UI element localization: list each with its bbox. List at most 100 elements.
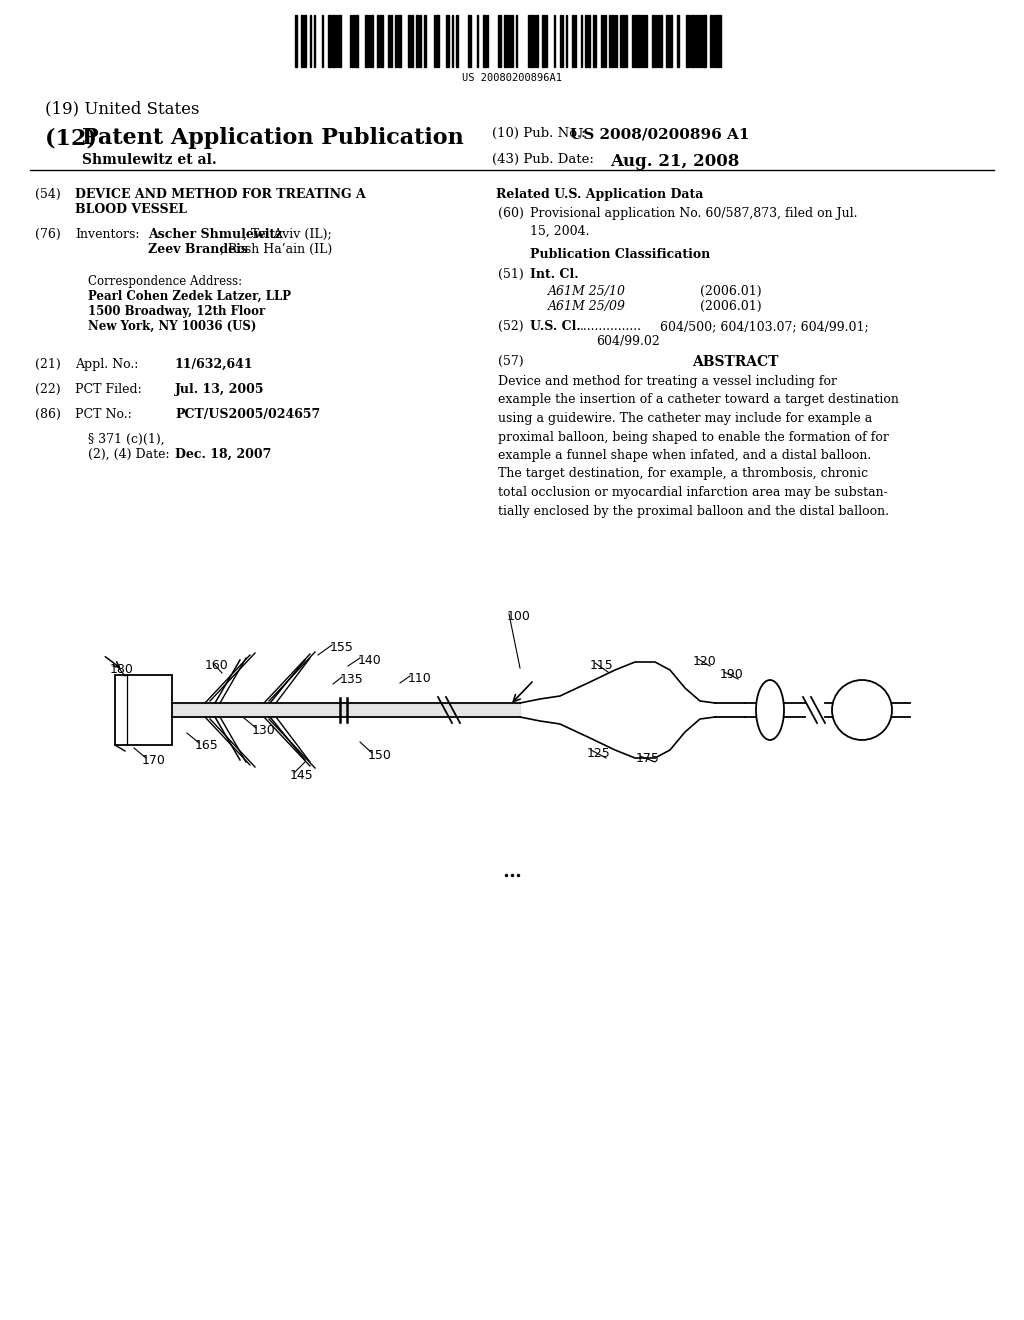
Bar [703, 15, 706, 67]
Bar [572, 15, 574, 67]
Text: 604/500; 604/103.07; 604/99.01;: 604/500; 604/103.07; 604/99.01; [660, 319, 868, 333]
Text: Pearl Cohen Zedek Latzer, LLP: Pearl Cohen Zedek Latzer, LLP [88, 290, 291, 304]
Bar [700, 15, 702, 67]
Text: (12): (12) [45, 127, 104, 149]
Bar [622, 15, 624, 67]
Text: Shmulewitz et al.: Shmulewitz et al. [82, 153, 217, 168]
Text: 604/99.02: 604/99.02 [596, 335, 660, 348]
Text: Appl. No.:: Appl. No.: [75, 358, 138, 371]
Text: Provisional application No. 60/587,873, filed on Jul.
15, 2004.: Provisional application No. 60/587,873, … [530, 207, 857, 238]
Bar [585, 15, 587, 67]
Text: 125: 125 [587, 747, 610, 760]
Bar [416, 15, 419, 67]
Text: (60): (60) [498, 207, 524, 220]
Text: 140: 140 [358, 653, 382, 667]
Text: PCT Filed:: PCT Filed: [75, 383, 141, 396]
Text: US 2008/0200896 A1: US 2008/0200896 A1 [570, 127, 750, 141]
Text: Zeev Brandeis: Zeev Brandeis [148, 243, 248, 256]
Bar [542, 15, 545, 67]
Text: (2006.01): (2006.01) [700, 285, 762, 298]
Text: (52): (52) [498, 319, 523, 333]
Text: (51): (51) [498, 268, 523, 281]
Bar [301, 15, 303, 67]
Text: 100: 100 [507, 610, 530, 623]
Bar [536, 15, 538, 67]
Bar [652, 15, 655, 67]
Text: (21): (21) [35, 358, 60, 371]
Text: US 20080200896A1: US 20080200896A1 [462, 73, 562, 83]
Bar [395, 15, 397, 67]
Text: 120: 120 [693, 655, 717, 668]
Text: 130: 130 [252, 723, 275, 737]
Bar [611, 15, 613, 67]
Bar [338, 15, 341, 67]
Text: U.S. Cl.: U.S. Cl. [530, 319, 581, 333]
Text: Aug. 21, 2008: Aug. 21, 2008 [610, 153, 739, 170]
Text: § 371 (c)(1),: § 371 (c)(1), [88, 433, 165, 446]
Bar [530, 15, 534, 67]
Text: , Rosh Ha’ain (IL): , Rosh Ha’ain (IL) [220, 243, 332, 256]
Text: 180: 180 [110, 663, 134, 676]
Bar [446, 15, 449, 67]
Text: Publication Classification: Publication Classification [529, 248, 710, 261]
Text: Correspondence Address:: Correspondence Address: [88, 275, 242, 288]
Text: PCT No.:: PCT No.: [75, 408, 132, 421]
Text: 165: 165 [195, 739, 219, 752]
Bar [398, 15, 401, 67]
Bar [436, 15, 439, 67]
Bar [588, 15, 590, 67]
Text: , Tel Aviv (IL);: , Tel Aviv (IL); [243, 228, 332, 242]
Text: Dec. 18, 2007: Dec. 18, 2007 [175, 447, 271, 461]
Text: 135: 135 [340, 673, 364, 686]
Bar [355, 15, 358, 67]
Text: 155: 155 [330, 642, 354, 653]
Text: (2006.01): (2006.01) [700, 300, 762, 313]
Text: (2), (4) Date:: (2), (4) Date: [88, 447, 170, 461]
Text: (76): (76) [35, 228, 60, 242]
Bar [677, 15, 679, 67]
Bar [660, 15, 662, 67]
Bar [686, 15, 689, 67]
Bar [645, 15, 647, 67]
Text: Int. Cl.: Int. Cl. [530, 268, 579, 281]
Text: Related U.S. Application Data: Related U.S. Application Data [497, 187, 703, 201]
Text: 115: 115 [590, 659, 613, 672]
Text: (57): (57) [498, 355, 523, 368]
Bar [424, 15, 426, 67]
Text: 1500 Broadway, 12th Floor: 1500 Broadway, 12th Floor [88, 305, 265, 318]
Bar [328, 15, 331, 67]
Bar [304, 15, 306, 67]
Bar [468, 15, 471, 67]
Text: 110: 110 [408, 672, 432, 685]
Text: (10) Pub. No.:: (10) Pub. No.: [492, 127, 590, 140]
Bar [634, 15, 636, 67]
Text: (19) United States: (19) United States [45, 100, 200, 117]
Text: BLOOD VESSEL: BLOOD VESSEL [75, 203, 186, 216]
Text: Ascher Shmulewitz: Ascher Shmulewitz [148, 228, 283, 242]
Text: A61M 25/10: A61M 25/10 [548, 285, 626, 298]
Text: (22): (22) [35, 383, 60, 396]
Bar [637, 15, 640, 67]
Bar [172, 704, 520, 715]
Text: 150: 150 [368, 748, 392, 762]
Bar [388, 15, 390, 67]
Bar [697, 15, 699, 67]
Bar [715, 15, 717, 67]
Text: 145: 145 [290, 770, 313, 781]
Text: ................: ................ [580, 319, 642, 333]
Bar [352, 15, 354, 67]
Text: Patent Application Publication: Patent Application Publication [82, 127, 464, 149]
Text: 11/632,641: 11/632,641 [175, 358, 254, 371]
Text: 160: 160 [205, 659, 228, 672]
Bar [670, 15, 672, 67]
Text: DEVICE AND METHOD FOR TREATING A: DEVICE AND METHOD FOR TREATING A [75, 187, 366, 201]
Bar [710, 15, 712, 67]
Bar [718, 15, 721, 67]
Bar [456, 15, 458, 67]
Bar [692, 15, 694, 67]
Text: Jul. 13, 2005: Jul. 13, 2005 [175, 383, 264, 396]
Bar [408, 15, 411, 67]
Bar [377, 15, 379, 67]
Bar [365, 15, 368, 67]
Bar [380, 15, 383, 67]
